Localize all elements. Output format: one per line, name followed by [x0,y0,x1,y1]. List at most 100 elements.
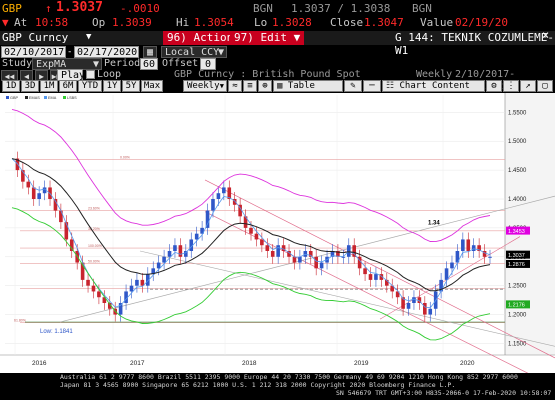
end-date-input[interactable]: 02/17/2020 [74,46,139,58]
period-tab-1y[interactable]: 1Y [103,80,121,92]
x-tick-label: 2016 [32,360,47,367]
legend-swatch [6,96,9,99]
candle-body [184,251,188,257]
candle-body [211,199,215,211]
loop-checkbox[interactable] [86,70,95,79]
candle-body [243,216,248,228]
candle-body [260,239,264,246]
candle-body [222,187,226,194]
candle-body [80,262,85,280]
period-tab-max[interactable]: Max [141,80,163,92]
zoom-icon[interactable]: ⊕ [258,80,272,92]
period-tab-5y[interactable]: 5Y [122,80,140,92]
candle-body [135,279,139,286]
candle-body [406,303,411,309]
chart-content-button[interactable]: ☷ Chart Content [382,80,485,92]
period-tab-1m[interactable]: 1M [40,80,58,92]
security-name[interactable]: GBP Curncy [2,31,69,44]
price-tag-box [506,300,530,309]
edit-menu-button[interactable]: 97) Edit ▼ [230,31,305,45]
table-label: Table [287,81,315,91]
footer: Australia 61 2 9777 8600 Brazil 5511 239… [0,373,555,400]
frequency-select[interactable]: Weekly ▼ [183,80,227,92]
candle-body [42,187,47,194]
candle-body [352,245,357,257]
edit-code: 97) [234,31,254,44]
candle-body [145,274,150,286]
y-tick-label: 1.4500 [508,168,527,174]
close-price: 1.3047 [364,16,404,29]
candle-body [287,251,291,257]
price-change: -.0010 [120,2,160,15]
chart-background [0,93,555,373]
candle-body [330,251,335,257]
study-value: ExpMA [36,59,67,70]
y-axis-panel [505,93,555,355]
period-tab-1d[interactable]: 1D [2,80,20,92]
price-tag-label: 1.3453 [508,229,525,235]
candle-body [156,262,161,269]
dropdown-icon[interactable]: ▼ [86,32,92,42]
high-price: 1.3054 [194,16,234,29]
candle-body [249,227,253,234]
candle-body [173,245,177,251]
fib-label: 100.00% [88,244,102,248]
price-tag-box [506,250,530,259]
at-label: At [14,16,28,29]
table-icon: ▦ [277,81,283,91]
share-icon[interactable]: ↗ [520,80,536,92]
open-label: Op [92,16,106,29]
peak-annotation: 1.34 [428,220,440,226]
edit-label: Edit [260,31,288,44]
line-chart-icon[interactable]: ≈ [228,80,242,92]
close-label: Close [330,16,364,29]
price-tag-box [506,259,530,268]
currency-value: Local CCY [165,47,220,58]
candle-body [107,303,112,309]
start-date-input[interactable]: 02/10/2017 [1,46,66,58]
price-chart[interactable]: 1.55001.50001.45001.40001.35001.30001.25… [0,93,555,388]
candle-body [395,291,400,298]
expand-icon[interactable]: ▢ [537,80,553,92]
candle-body [471,245,476,251]
calendar-icon[interactable]: ▦ [143,46,157,58]
fib-label: 23.60% [88,207,100,211]
offset-input[interactable]: 0 [200,58,216,70]
bid-ask: 1.3037 / 1.3038 [291,2,391,15]
candle-body [265,245,270,251]
candles [15,151,492,322]
candle-body [124,291,128,303]
low-price: 1.3028 [272,16,312,29]
currency-select[interactable]: Local CCY ▼ [161,46,227,58]
more-options-icon[interactable]: ⋮ [503,80,519,92]
settings-gear-icon[interactable]: ⚙ [486,80,502,92]
period-tab-3d[interactable]: 3D [21,80,39,92]
period-input[interactable]: 60 [140,58,158,70]
x-tick-label: 2018 [242,360,257,367]
currency-dropdown-icon: ▼ [217,47,224,58]
candle-body [401,297,405,309]
close-icon[interactable]: × [542,28,550,42]
candle-body [428,308,433,315]
loop-label: Loop [97,69,122,80]
legend-label: EMA [48,96,57,100]
candle-body [379,274,384,280]
candle-body [140,279,145,286]
table-button[interactable]: ▦ Table [273,80,343,92]
fib-label: 38.20% [88,227,100,231]
y-tick-label: 1.5000 [508,139,527,145]
candle-body [21,170,25,182]
period-tab-ytd[interactable]: YTD [78,80,102,92]
candle-body [270,251,275,257]
value-date: 02/19/20 [455,16,508,29]
ticker-symbol: GBP [2,2,22,15]
chart-type-icon[interactable]: ≡ [243,80,257,92]
annotation-icon[interactable]: ─ [363,80,381,92]
candle-body [357,256,362,269]
candle-body [482,251,487,257]
fib-label: 50.00% [88,260,100,264]
period-tab-6m[interactable]: 6M [59,80,77,92]
draw-tool-icon[interactable]: ✎ [344,80,362,92]
price-tag-box [506,226,530,235]
candle-body [461,239,465,251]
